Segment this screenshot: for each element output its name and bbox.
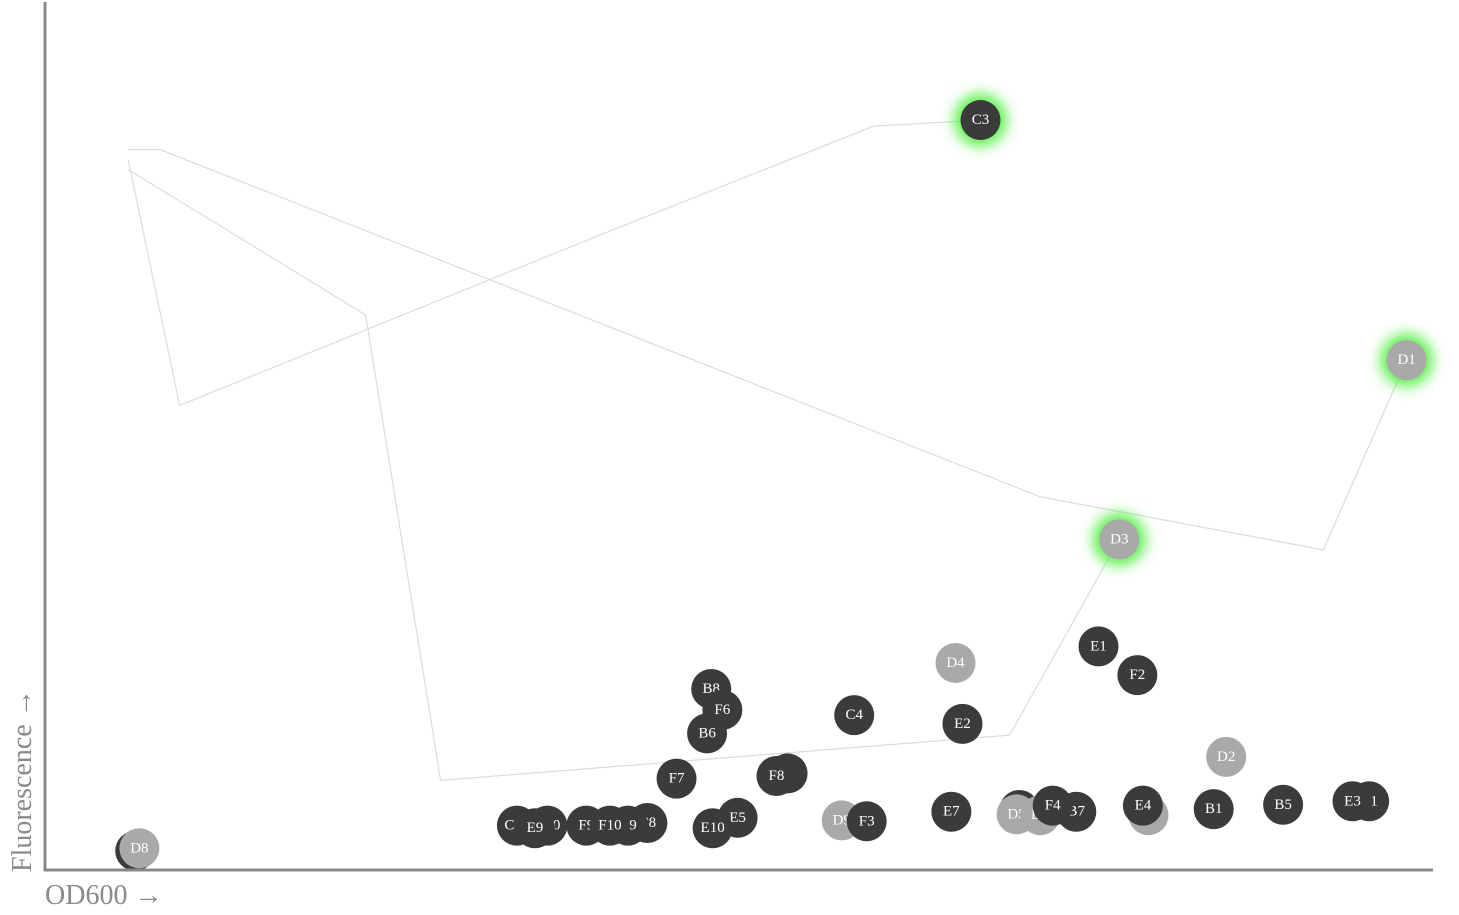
point (514, 808, 555, 849)
point-label: F9 (578, 818, 594, 834)
point (1032, 785, 1073, 826)
point (935, 642, 976, 683)
point-label: B5 (1274, 797, 1292, 813)
point (656, 758, 697, 799)
point (1193, 789, 1234, 830)
point (119, 828, 160, 869)
point-label: E1 (1090, 638, 1107, 654)
trails (127, 119, 1408, 782)
point (1386, 340, 1427, 381)
point-label: F6 (714, 702, 730, 718)
point (1206, 736, 1247, 777)
point (1078, 626, 1119, 667)
point-label: D8 (130, 840, 148, 856)
point (1332, 781, 1373, 822)
y-axis-label: Fluorescence → (7, 689, 38, 872)
point-label: B1 (1205, 801, 1223, 817)
point (1263, 784, 1304, 825)
point-label: F4 (1045, 798, 1061, 814)
point-label: E10 (701, 820, 725, 836)
points: F5D8C10D10E9C8B9F9F10C3D1D3D4E1F2B8F6B6C… (115, 94, 1433, 871)
point-label: D4 (946, 655, 965, 671)
point-label: F7 (669, 771, 685, 787)
trail (128, 149, 1408, 551)
point (687, 713, 728, 754)
point (589, 805, 630, 846)
point-label: F2 (1129, 667, 1145, 683)
point-label: E5 (729, 810, 746, 826)
point-label: B6 (698, 725, 716, 741)
point-label: F10 (598, 818, 621, 834)
point (834, 695, 875, 736)
point-label: E2 (954, 716, 971, 732)
point-label: E9 (527, 820, 544, 836)
trail (127, 169, 1120, 782)
x-axis-label: OD600 → (45, 880, 162, 911)
point-label: E3 (1344, 793, 1361, 809)
point (1117, 655, 1158, 696)
trail (127, 119, 981, 407)
point (846, 801, 887, 842)
point-label: D2 (1217, 749, 1235, 765)
point (931, 791, 972, 832)
point-label: D9 (833, 812, 851, 828)
point-label: E7 (943, 804, 960, 820)
point-label: F3 (859, 813, 875, 829)
point-label: E4 (1135, 798, 1152, 814)
point-label: D3 (1110, 531, 1128, 547)
point-label: F8 (769, 768, 785, 784)
point (1099, 519, 1140, 560)
point (960, 100, 1001, 141)
point (1122, 785, 1163, 826)
point-label: C3 (972, 112, 990, 128)
point-label: D1 (1397, 352, 1415, 368)
point (942, 703, 983, 744)
point (692, 808, 733, 849)
point (756, 756, 797, 797)
point-label: C4 (845, 707, 863, 723)
